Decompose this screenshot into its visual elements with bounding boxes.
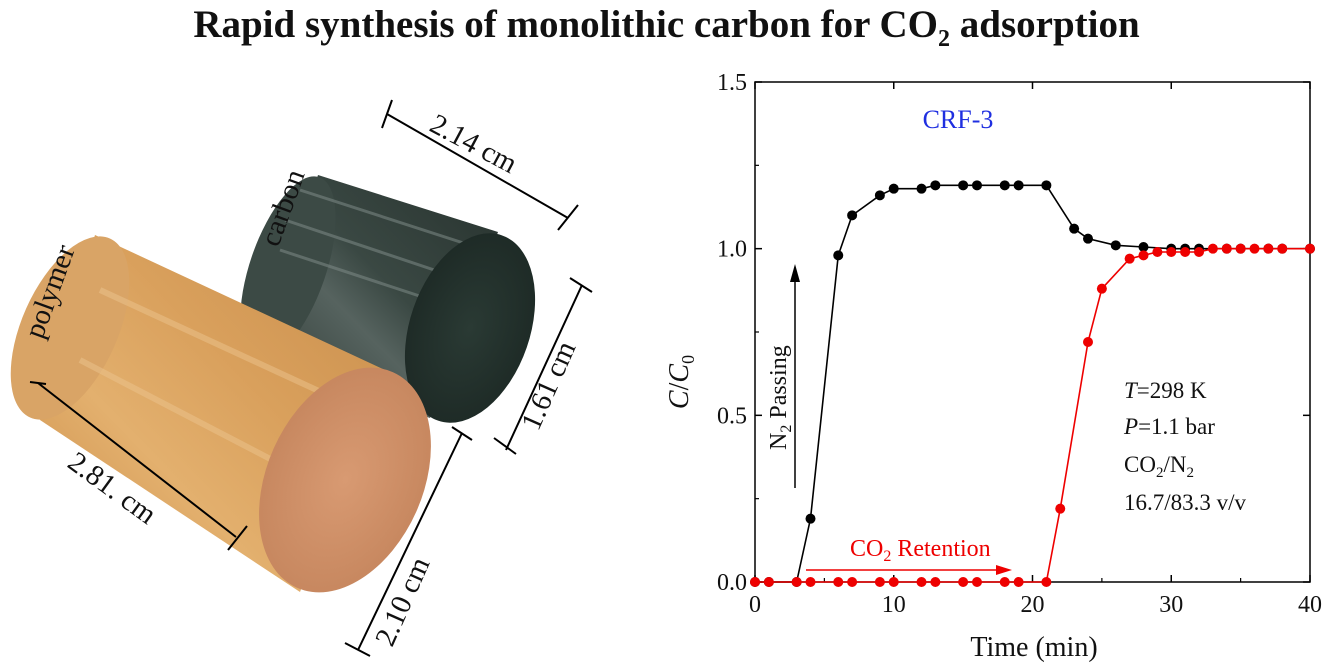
data-point	[1194, 247, 1204, 257]
data-point	[874, 190, 885, 201]
y-tick-label: 0.0	[717, 570, 747, 596]
data-point	[1096, 283, 1107, 294]
condition-gas-pair: CO2/N2	[1124, 452, 1194, 481]
condition-temperature: T=298 K	[1124, 378, 1207, 403]
data-point	[1041, 180, 1052, 191]
conditions-block: T=298 K P=1.1 bar CO2/N2 16.7/83.3 v/v	[1123, 378, 1247, 515]
data-point	[833, 250, 844, 261]
data-point	[805, 577, 816, 587]
data-point	[1180, 247, 1191, 257]
data-point	[1055, 503, 1066, 514]
y-tick-label: 1.5	[717, 70, 747, 96]
page-title: Rapid synthesis of monolithic carbon for…	[0, 2, 1333, 53]
data-point	[1207, 243, 1218, 254]
data-point	[1277, 243, 1288, 254]
data-point	[791, 577, 802, 587]
co2-suffix: Retention	[891, 536, 990, 562]
condition-pressure: P=1.1 bar	[1123, 414, 1215, 439]
data-point	[833, 577, 844, 587]
sample-label: CRF-3	[923, 105, 994, 134]
data-point	[916, 577, 927, 587]
series-line	[755, 247, 1310, 583]
data-point	[930, 180, 941, 191]
data-point	[972, 180, 982, 191]
data-point	[1013, 180, 1024, 191]
monolith-photo: polymer carbon 2.14 cm 1.61 cm 2.81. cm …	[10, 99, 593, 657]
y-label-c: C	[664, 390, 695, 409]
data-point	[1249, 243, 1260, 254]
data-point	[930, 577, 941, 587]
series-1	[750, 243, 1315, 587]
data-point	[847, 210, 858, 221]
data-point	[1110, 240, 1121, 251]
data-point	[763, 577, 774, 587]
data-point	[1124, 253, 1135, 264]
x-tick-label: 0	[749, 592, 761, 618]
dimension-brackets	[29, 99, 593, 657]
data-point	[1083, 337, 1093, 347]
n2-prefix: N	[766, 433, 792, 450]
title-suffix: adsorption	[950, 3, 1140, 46]
data-point	[916, 183, 927, 194]
data-point	[1069, 223, 1080, 234]
data-point	[1138, 250, 1149, 261]
breakthrough-chart: 0 10 20 30 400.00.51.01.5 CRF-3 Time (min) C…	[664, 70, 1322, 663]
series-0	[750, 180, 1315, 587]
data-point	[1221, 243, 1232, 254]
title-subscript: 2	[938, 25, 951, 52]
data-point	[874, 577, 885, 587]
data-point	[1138, 242, 1149, 252]
data-point	[1263, 243, 1274, 254]
series-layer	[750, 180, 1315, 587]
co2-arrow-head	[996, 565, 1012, 575]
data-point	[972, 577, 982, 587]
data-point	[999, 577, 1010, 587]
data-point	[847, 577, 858, 587]
data-point	[1083, 233, 1093, 244]
y-axis-label: C/C0	[664, 355, 698, 409]
x-tick-label: 40	[1298, 592, 1322, 618]
y-label-c0: C	[664, 364, 695, 383]
data-point	[958, 180, 969, 191]
co2-sub: 2	[883, 548, 891, 565]
data-point	[750, 577, 760, 587]
condition-ratio: 16.7/83.3 v/v	[1124, 490, 1247, 515]
polymer-monolith	[10, 235, 431, 593]
n2-arrow-head	[790, 264, 800, 282]
data-point	[888, 183, 899, 194]
n2-suffix: Passing	[766, 345, 792, 424]
data-point	[999, 180, 1010, 191]
x-tick-label: 20	[1021, 592, 1045, 618]
co2-prefix: CO	[850, 536, 883, 562]
data-point	[1166, 247, 1177, 257]
y-label-c0-sub: 0	[678, 355, 698, 364]
data-point	[1305, 243, 1315, 254]
n2-passing-label: N2 Passing	[766, 345, 795, 450]
dim-polymer-diameter: 2.10 cm	[369, 552, 436, 651]
x-axis-label: Time (min)	[970, 632, 1097, 663]
co2-retention-label: CO2 Retention	[850, 536, 991, 565]
data-point	[958, 577, 969, 587]
data-point	[1041, 577, 1052, 587]
plot-axes: 0 10 20 30 40 0.0 0.5 1.0 1.5	[717, 70, 1322, 618]
data-point	[1235, 243, 1246, 254]
data-point	[1152, 247, 1163, 257]
y-tick-label: 1.0	[717, 237, 747, 263]
n2-sub: 2	[778, 425, 795, 433]
title-prefix: Rapid synthesis of monolithic carbon for…	[193, 3, 939, 46]
y-tick-label: 0.5	[717, 403, 747, 429]
x-tick-label: 10	[882, 592, 906, 618]
data-point	[805, 513, 816, 524]
x-tick-label: 30	[1159, 592, 1183, 618]
data-point	[888, 577, 899, 587]
data-point	[1013, 577, 1024, 587]
